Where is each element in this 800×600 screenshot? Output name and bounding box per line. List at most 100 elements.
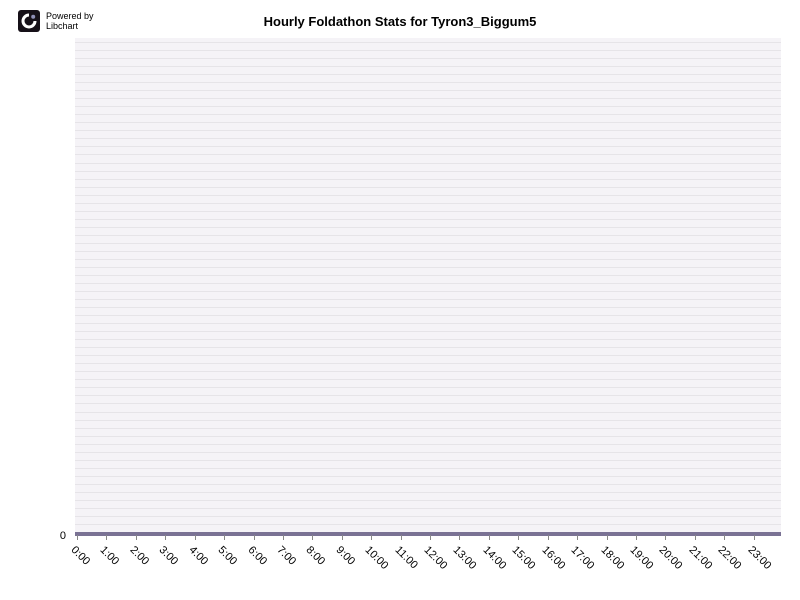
gridline	[75, 235, 781, 236]
gridline	[75, 90, 781, 91]
x-tick-mark	[607, 535, 608, 540]
x-tick-mark	[342, 535, 343, 540]
gridline	[75, 179, 781, 180]
x-tick-label: 0:00	[69, 544, 93, 568]
gridline	[75, 315, 781, 316]
x-tick-label: 20:00	[657, 544, 685, 572]
x-tick-label: 19:00	[627, 544, 655, 572]
x-tick-label: 7:00	[274, 544, 298, 568]
x-tick-label: 10:00	[363, 544, 391, 572]
x-tick-label: 8:00	[304, 544, 328, 568]
gridline	[75, 171, 781, 172]
x-tick-mark	[518, 535, 519, 540]
gridlines	[75, 38, 781, 536]
x-tick-mark	[401, 535, 402, 540]
x-tick-label: 13:00	[451, 544, 479, 572]
gridline	[75, 452, 781, 453]
gridline	[75, 444, 781, 445]
gridline	[75, 428, 781, 429]
x-tick-mark	[754, 535, 755, 540]
chart-title: Hourly Foldathon Stats for Tyron3_Biggum…	[0, 14, 800, 29]
x-tick-mark	[371, 535, 372, 540]
x-tick-label: 12:00	[422, 544, 450, 572]
gridline	[75, 283, 781, 284]
gridline	[75, 339, 781, 340]
gridline	[75, 74, 781, 75]
gridline	[75, 371, 781, 372]
x-tick-mark	[283, 535, 284, 540]
gridline	[75, 251, 781, 252]
x-tick-mark	[724, 535, 725, 540]
gridline	[75, 331, 781, 332]
gridline	[75, 363, 781, 364]
x-axis: 0:001:002:003:004:005:006:007:008:009:00…	[75, 540, 781, 596]
gridline	[75, 154, 781, 155]
gridline	[75, 307, 781, 308]
x-tick-label: 6:00	[245, 544, 269, 568]
gridline	[75, 275, 781, 276]
x-tick-mark	[254, 535, 255, 540]
x-tick-mark	[430, 535, 431, 540]
gridline	[75, 122, 781, 123]
x-tick-mark	[577, 535, 578, 540]
gridline	[75, 146, 781, 147]
gridline	[75, 203, 781, 204]
x-tick-label: 1:00	[98, 544, 122, 568]
gridline	[75, 259, 781, 260]
gridline	[75, 508, 781, 509]
gridline	[75, 395, 781, 396]
x-tick-label: 22:00	[716, 544, 744, 572]
gridline	[75, 323, 781, 324]
gridline	[75, 211, 781, 212]
gridline	[75, 138, 781, 139]
x-tick-label: 18:00	[598, 544, 626, 572]
gridline	[75, 379, 781, 380]
x-tick-label: 4:00	[186, 544, 210, 568]
gridline	[75, 114, 781, 115]
x-tick-mark	[548, 535, 549, 540]
y-tick-label: 0	[60, 530, 66, 542]
gridline	[75, 355, 781, 356]
gridline	[75, 163, 781, 164]
gridline	[75, 516, 781, 517]
x-tick-label: 3:00	[157, 544, 181, 568]
gridline	[75, 476, 781, 477]
gridline	[75, 227, 781, 228]
x-tick-mark	[77, 535, 78, 540]
gridline	[75, 82, 781, 83]
gridline	[75, 460, 781, 461]
baseline	[75, 532, 781, 536]
gridline	[75, 468, 781, 469]
gridline	[75, 130, 781, 131]
gridline	[75, 436, 781, 437]
x-tick-label: 17:00	[569, 544, 597, 572]
x-tick-mark	[695, 535, 696, 540]
gridline	[75, 243, 781, 244]
gridline	[75, 291, 781, 292]
gridline	[75, 50, 781, 51]
x-tick-mark	[136, 535, 137, 540]
gridline	[75, 267, 781, 268]
gridline	[75, 187, 781, 188]
gridline	[75, 500, 781, 501]
x-tick-mark	[312, 535, 313, 540]
gridline	[75, 66, 781, 67]
gridline	[75, 106, 781, 107]
x-tick-mark	[636, 535, 637, 540]
gridline	[75, 347, 781, 348]
gridline	[75, 412, 781, 413]
x-tick-mark	[195, 535, 196, 540]
gridline	[75, 219, 781, 220]
gridline	[75, 524, 781, 525]
x-tick-label: 9:00	[333, 544, 357, 568]
x-tick-label: 2:00	[127, 544, 151, 568]
x-tick-mark	[459, 535, 460, 540]
gridline	[75, 484, 781, 485]
plot-area	[75, 38, 781, 536]
gridline	[75, 492, 781, 493]
x-tick-mark	[489, 535, 490, 540]
gridline	[75, 42, 781, 43]
x-tick-label: 5:00	[216, 544, 240, 568]
x-tick-label: 23:00	[745, 544, 773, 572]
x-tick-mark	[224, 535, 225, 540]
